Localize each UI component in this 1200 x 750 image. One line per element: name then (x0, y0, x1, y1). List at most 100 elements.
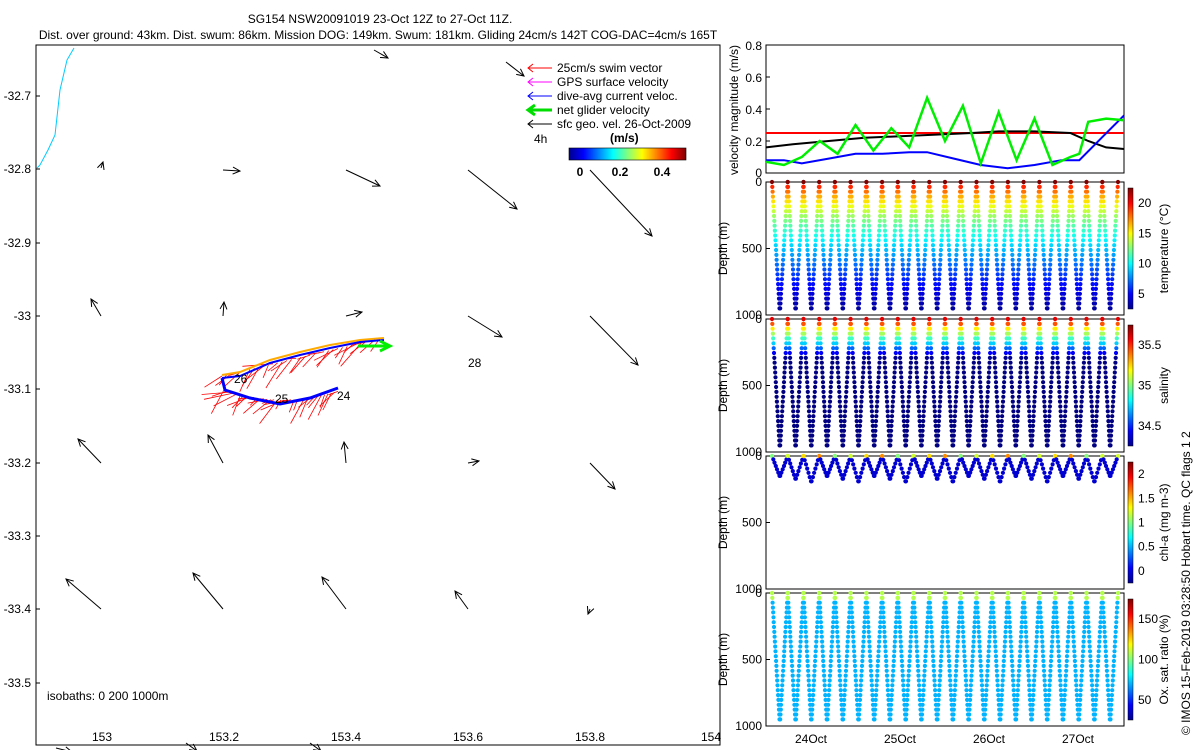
section-point (1014, 702, 1020, 707)
section-point (906, 678, 911, 683)
section-point (858, 693, 863, 698)
section-point (892, 238, 897, 243)
section-point (1016, 678, 1021, 683)
section-point (1064, 663, 1069, 669)
section-point (1098, 209, 1103, 214)
section-point (878, 350, 883, 356)
section-point (1066, 355, 1071, 360)
section-point (873, 697, 878, 703)
section-point (899, 243, 904, 248)
section-point (781, 243, 787, 248)
section-point (990, 453, 995, 459)
section-point (1048, 668, 1053, 673)
section-point (822, 688, 828, 693)
section-point (1032, 389, 1038, 394)
section-point (911, 179, 916, 185)
section-point (1069, 194, 1074, 199)
section-point (951, 438, 956, 443)
section-point (1072, 375, 1077, 380)
section-point (1069, 331, 1074, 336)
section-point (998, 443, 1003, 448)
section-point (1047, 409, 1052, 414)
section-point (881, 610, 886, 615)
section-point (862, 204, 868, 209)
geo-arrow (345, 169, 382, 187)
section-point (891, 389, 896, 394)
section-point (1051, 346, 1056, 351)
section-point (789, 649, 794, 654)
section-point (939, 654, 944, 659)
section-point (813, 466, 818, 471)
section-point (960, 209, 965, 214)
section-point (771, 341, 776, 346)
section-point (907, 243, 912, 248)
section-point (814, 629, 820, 635)
section-point (834, 341, 839, 346)
section-point (995, 683, 1000, 688)
section-point (912, 600, 917, 605)
section-point (947, 658, 952, 664)
section-point (908, 223, 914, 228)
section-point (771, 610, 776, 615)
section-point (876, 375, 881, 380)
section-point (1097, 360, 1102, 365)
section-point (955, 649, 960, 654)
section-point (818, 204, 823, 209)
section-point (812, 394, 817, 399)
section-point (915, 654, 920, 659)
section-point (921, 678, 927, 683)
section-point (880, 184, 885, 189)
section-point (996, 419, 1001, 424)
vel-y-tick: 0 (755, 166, 762, 180)
section-point (1079, 394, 1084, 399)
section-point (771, 336, 776, 341)
section-point (786, 189, 791, 194)
section-point (774, 262, 780, 267)
section-point (930, 365, 935, 370)
section-point (830, 629, 835, 635)
section-point (1104, 389, 1109, 394)
section-point (1103, 238, 1108, 243)
map-y-tick: -33.3 (4, 529, 32, 543)
section-point (1015, 277, 1020, 282)
section-point (898, 462, 903, 467)
section-point (1033, 380, 1038, 385)
section-point (875, 673, 880, 678)
section-point (983, 423, 988, 428)
section-point (1046, 282, 1052, 287)
section-point (938, 247, 944, 253)
section-point (804, 223, 809, 228)
section-point (799, 204, 805, 209)
section-point (795, 693, 800, 698)
section-point (788, 360, 793, 365)
section-point (1105, 399, 1110, 404)
section-point (988, 213, 993, 219)
section-point (957, 341, 962, 346)
section-point (1004, 615, 1009, 620)
section-point (876, 644, 882, 649)
section-point (1039, 360, 1045, 365)
section-point (876, 380, 881, 385)
section-point (1080, 389, 1085, 394)
section-point (936, 697, 941, 703)
section-point (796, 404, 801, 409)
section-point (874, 414, 879, 419)
section-point (859, 663, 865, 669)
section-point (1016, 404, 1021, 409)
section-point (873, 286, 878, 291)
section-point (774, 658, 779, 664)
section-point (948, 683, 953, 688)
section-point (817, 179, 822, 185)
section-point (852, 238, 857, 243)
section-point (1074, 277, 1079, 282)
section-point (983, 697, 988, 703)
section-point (1020, 615, 1025, 620)
section-point (1096, 658, 1101, 664)
section-point (778, 291, 784, 296)
section-point (799, 629, 804, 635)
section-point (1106, 419, 1111, 424)
section-point (948, 678, 953, 683)
section-point (1026, 399, 1031, 404)
section-point (959, 331, 964, 336)
section-point (896, 336, 902, 341)
